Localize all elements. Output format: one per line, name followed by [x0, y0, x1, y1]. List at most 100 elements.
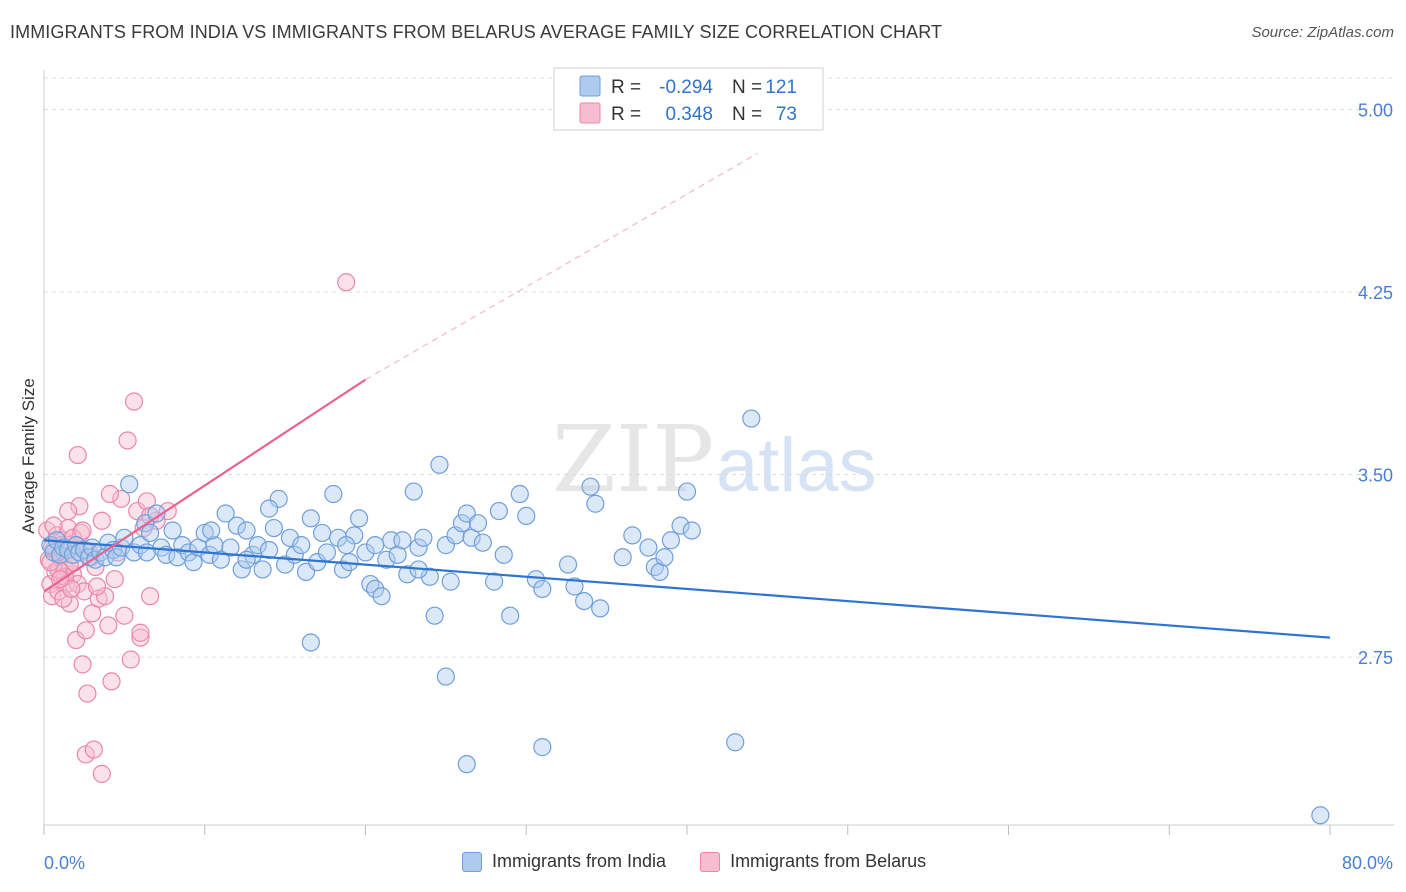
india-point: [441, 572, 460, 591]
belarus-point: [124, 392, 144, 411]
india-point: [333, 560, 353, 579]
india-point: [237, 550, 256, 569]
india-point: [436, 536, 455, 555]
india-point: [613, 548, 632, 567]
india-point: [202, 521, 221, 540]
belarus-point: [76, 621, 95, 640]
belarus-point: [121, 650, 140, 669]
india-point: [591, 599, 610, 618]
y-tick-labels: 2.75 3.50 4.25 5.00: [1358, 100, 1393, 668]
india-trend-line: [43, 539, 1331, 639]
india-point: [409, 538, 428, 557]
belarus-point: [92, 511, 111, 530]
india-point: [404, 482, 423, 501]
india-point: [558, 555, 578, 574]
india-point: [436, 667, 455, 686]
belarus-point: [115, 606, 134, 625]
belarus-point: [68, 445, 87, 465]
belarus-point: [105, 570, 124, 589]
india-point: [639, 538, 658, 557]
stats-legend: R = -0.294 N = 121 R = 0.348 N = 73: [553, 67, 824, 131]
india-point: [414, 528, 433, 547]
india-point: [107, 548, 126, 567]
india-point: [301, 509, 320, 528]
india-point: [452, 514, 472, 533]
belarus-point: [140, 587, 160, 606]
india-point: [468, 514, 488, 533]
india-point: [726, 733, 745, 752]
india-point: [677, 482, 697, 501]
india-point: [140, 523, 160, 543]
india-point: [216, 504, 235, 523]
india-point: [393, 531, 412, 550]
belarus-point: [73, 655, 92, 674]
source-label: Source: ZipAtlas.com: [1251, 24, 1394, 41]
india-point: [292, 536, 311, 555]
india-point: [517, 506, 536, 526]
watermark-zip: ZIP: [552, 406, 714, 513]
india-point: [264, 518, 283, 538]
india-point: [184, 553, 203, 572]
india-point: [120, 475, 139, 494]
stats-n-label-belarus: N =: [732, 104, 762, 125]
india-point: [269, 489, 288, 508]
belarus-point: [67, 630, 86, 650]
india-point: [349, 509, 369, 528]
india-point: [398, 565, 417, 584]
india-point: [1311, 806, 1330, 825]
india-point: [581, 477, 600, 496]
india-point: [366, 579, 385, 599]
belarus-trend-line: [43, 378, 367, 593]
belarus-point: [99, 616, 118, 635]
legend-swatch-india: [462, 851, 482, 872]
india-point: [337, 536, 356, 555]
india-point: [372, 587, 391, 606]
india-point: [259, 540, 279, 560]
stats-swatch-belarus: [579, 102, 601, 124]
stats-r-value-india: -0.294: [659, 77, 713, 98]
legend-swatch-belarus: [700, 851, 721, 872]
trend-lines: [43, 152, 1331, 639]
belarus-point: [337, 273, 356, 292]
belarus-point: [70, 497, 89, 516]
india-point: [661, 531, 681, 550]
belarus-point: [100, 484, 120, 504]
belarus-point: [131, 628, 150, 647]
x-tick-label-min: 0.0%: [44, 853, 85, 873]
series-legend: Immigrants from India Immigrants from Be…: [462, 851, 926, 872]
india-point: [501, 606, 520, 625]
india-point: [324, 484, 343, 504]
belarus-point: [112, 489, 131, 508]
india-point: [425, 606, 444, 625]
legend-label-india: Immigrants from India: [492, 851, 667, 871]
india-point: [366, 536, 385, 555]
legend-item-india: Immigrants from India: [462, 851, 666, 872]
y-tick-label: 5.00: [1358, 100, 1393, 120]
x-tick-label-max: 80.0%: [1342, 853, 1393, 873]
belarus-point: [137, 492, 156, 511]
stats-r-value-belarus: 0.348: [665, 104, 713, 125]
belarus-point: [131, 623, 150, 642]
legend-label-belarus: Immigrants from Belarus: [730, 851, 927, 871]
india-point: [671, 516, 690, 535]
india-point: [494, 545, 513, 564]
belarus-point: [87, 577, 107, 596]
stats-n-value-india: 121: [765, 77, 797, 98]
india-points: [41, 409, 1330, 825]
india-point: [221, 538, 240, 557]
india-point: [457, 755, 476, 774]
india-point: [377, 550, 396, 569]
india-point: [200, 545, 219, 564]
india-point: [276, 555, 295, 574]
stats-r-label-india: R =: [611, 77, 641, 98]
india-point: [227, 516, 246, 535]
india-point: [650, 562, 669, 581]
y-tick-label: 4.25: [1358, 283, 1393, 303]
belarus-point: [78, 684, 97, 703]
stats-n-label-india: N =: [732, 77, 762, 98]
y-axis-label: Average Family Size: [19, 378, 38, 534]
belarus-point: [118, 431, 137, 450]
legend-item-belarus: Immigrants from Belarus: [700, 851, 926, 872]
belarus-trend-extension: [365, 152, 759, 381]
